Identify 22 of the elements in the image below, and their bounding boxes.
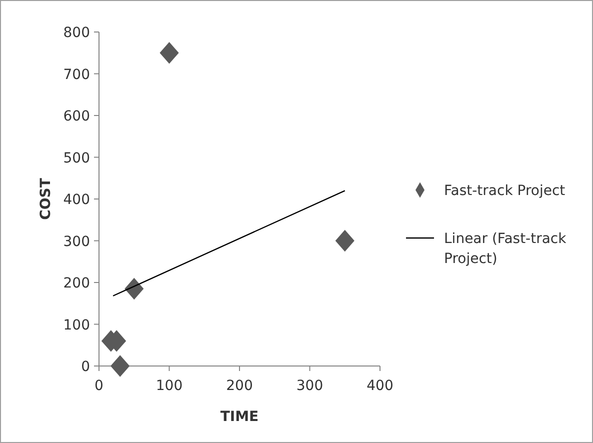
- y-tick-label: 300: [63, 234, 90, 250]
- point: [124, 278, 144, 300]
- x-tick-label: 200: [226, 378, 253, 394]
- point: [335, 230, 354, 252]
- y-tick-label: 100: [63, 317, 90, 334]
- y-tick-label: 500: [63, 150, 90, 166]
- y-axis-title: COST: [38, 178, 54, 220]
- x-tick-label: 400: [366, 378, 394, 394]
- point: [110, 355, 130, 377]
- y-tick-label: 0: [81, 359, 90, 375]
- x-tick-label: 100: [156, 378, 183, 394]
- x-axis-title: TIME: [220, 409, 259, 425]
- x-tick-label: 0: [94, 378, 104, 394]
- legend-label: Linear (Fast-track Project): [444, 231, 568, 267]
- x-tick-label: 300: [296, 378, 324, 394]
- y-tick-label: 800: [63, 25, 90, 41]
- y-tick-label: 600: [63, 108, 90, 124]
- legend-label: Fast-track Project: [444, 183, 566, 199]
- y-tick-label: 400: [63, 192, 90, 208]
- point: [160, 42, 179, 64]
- y-tick-label: 200: [63, 276, 90, 292]
- y-tick-label: 700: [63, 66, 90, 83]
